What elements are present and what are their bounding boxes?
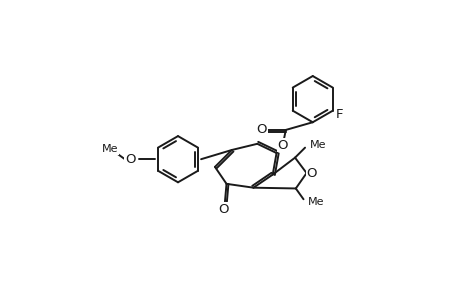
Text: O: O xyxy=(125,153,135,166)
Text: Me: Me xyxy=(308,196,324,206)
Text: Me: Me xyxy=(102,144,118,154)
Text: O: O xyxy=(256,123,267,136)
Text: O: O xyxy=(306,167,317,180)
Text: O: O xyxy=(218,203,228,216)
Text: F: F xyxy=(335,108,342,121)
Text: Me: Me xyxy=(309,140,325,150)
Text: O: O xyxy=(277,139,287,152)
